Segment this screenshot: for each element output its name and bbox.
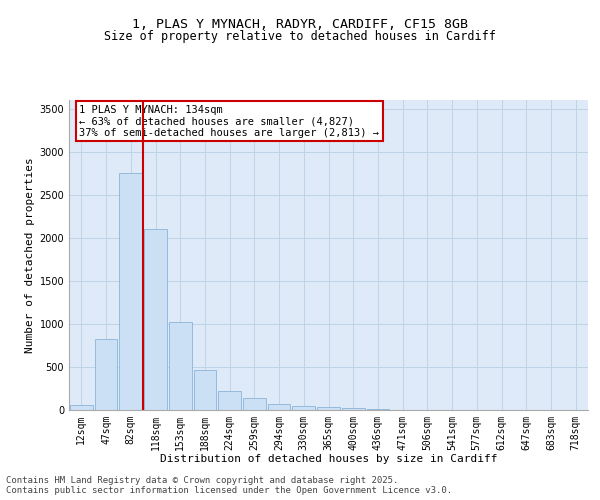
Text: Size of property relative to detached houses in Cardiff: Size of property relative to detached ho…: [104, 30, 496, 43]
Bar: [144, 229, 167, 410]
Bar: [119, 173, 142, 410]
Bar: [70, 406, 93, 410]
Bar: [367, 409, 389, 410]
Bar: [268, 404, 290, 410]
Bar: [169, 322, 191, 410]
Bar: [95, 340, 118, 410]
Bar: [218, 392, 241, 410]
Y-axis label: Number of detached properties: Number of detached properties: [25, 157, 35, 353]
Text: Contains HM Land Registry data © Crown copyright and database right 2025.
Contai: Contains HM Land Registry data © Crown c…: [6, 476, 452, 495]
Bar: [342, 408, 365, 410]
Text: 1, PLAS Y MYNACH, RADYR, CARDIFF, CF15 8GB: 1, PLAS Y MYNACH, RADYR, CARDIFF, CF15 8…: [132, 18, 468, 30]
Bar: [194, 370, 216, 410]
Bar: [243, 398, 266, 410]
X-axis label: Distribution of detached houses by size in Cardiff: Distribution of detached houses by size …: [160, 454, 497, 464]
Bar: [317, 408, 340, 410]
Text: 1 PLAS Y MYNACH: 134sqm
← 63% of detached houses are smaller (4,827)
37% of semi: 1 PLAS Y MYNACH: 134sqm ← 63% of detache…: [79, 104, 379, 138]
Bar: [292, 406, 315, 410]
